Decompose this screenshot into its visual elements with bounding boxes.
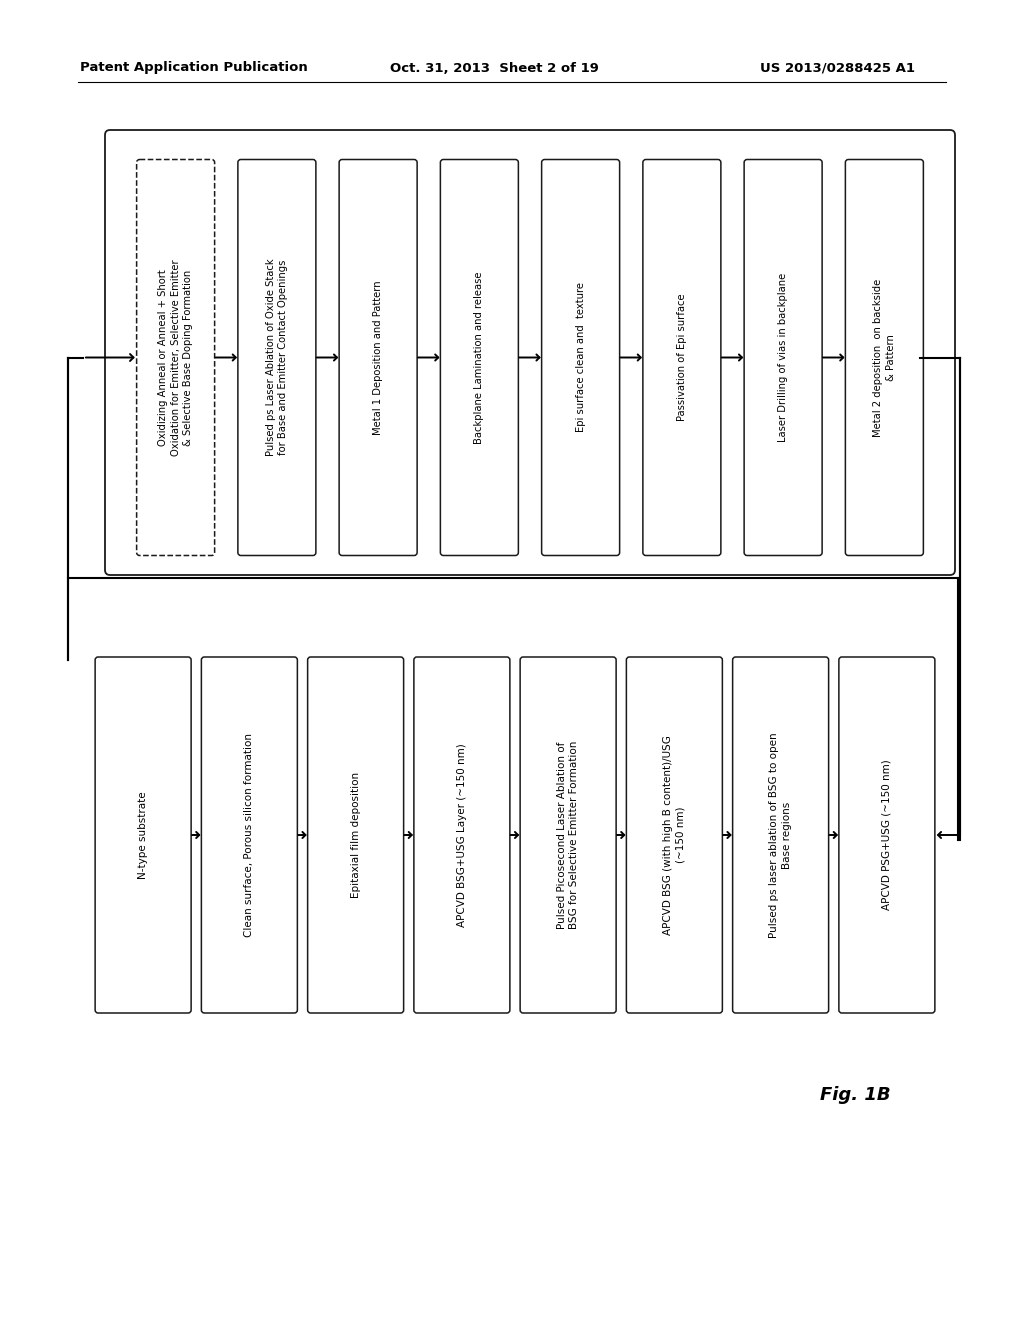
Text: Metal 2 deposition  on backside
& Pattern: Metal 2 deposition on backside & Pattern [873,279,896,437]
Text: Oct. 31, 2013  Sheet 2 of 19: Oct. 31, 2013 Sheet 2 of 19 [390,62,599,74]
FancyBboxPatch shape [839,657,935,1012]
Text: Passivation of Epi surface: Passivation of Epi surface [677,293,687,421]
Text: APCVD BSG (with high B content)/USG
(~150 nm): APCVD BSG (with high B content)/USG (~15… [664,735,686,935]
FancyBboxPatch shape [732,657,828,1012]
FancyBboxPatch shape [202,657,297,1012]
Text: Pulsed Picosecond Laser Ablation of
BSG for Selective Emitter Formation: Pulsed Picosecond Laser Ablation of BSG … [557,741,580,929]
FancyBboxPatch shape [238,160,315,556]
FancyBboxPatch shape [105,129,955,576]
Text: Clean surface, Porous silicon formation: Clean surface, Porous silicon formation [245,733,254,937]
Text: Epitaxial film deposition: Epitaxial film deposition [350,772,360,898]
Text: Patent Application Publication: Patent Application Publication [80,62,308,74]
FancyBboxPatch shape [339,160,417,556]
Text: Pulsed ps Laser Ablation of Oxide Stack
for Base and Emitter Contact Openings: Pulsed ps Laser Ablation of Oxide Stack … [265,259,288,457]
Text: APCVD BSG+USG Layer (~150 nm): APCVD BSG+USG Layer (~150 nm) [457,743,467,927]
FancyBboxPatch shape [627,657,722,1012]
FancyBboxPatch shape [542,160,620,556]
FancyBboxPatch shape [846,160,924,556]
Text: APCVD PSG+USG (~150 nm): APCVD PSG+USG (~150 nm) [882,759,892,911]
Text: Backplane Lamination and release: Backplane Lamination and release [474,271,484,444]
FancyBboxPatch shape [414,657,510,1012]
Text: Metal 1 Deposition and Pattern: Metal 1 Deposition and Pattern [373,280,383,434]
Text: Pulsed ps laser ablation of BSG to open
Base regions: Pulsed ps laser ablation of BSG to open … [769,733,792,937]
FancyBboxPatch shape [520,657,616,1012]
FancyBboxPatch shape [440,160,518,556]
Text: US 2013/0288425 A1: US 2013/0288425 A1 [760,62,915,74]
Text: Laser Drilling of vias in backplane: Laser Drilling of vias in backplane [778,273,788,442]
FancyBboxPatch shape [307,657,403,1012]
FancyBboxPatch shape [643,160,721,556]
Text: N-type substrate: N-type substrate [138,791,148,879]
FancyBboxPatch shape [744,160,822,556]
FancyBboxPatch shape [95,657,191,1012]
Text: Oxidizing Anneal or Anneal + Short
Oxidation for Emitter, Selective Emitter
& Se: Oxidizing Anneal or Anneal + Short Oxida… [159,259,194,455]
FancyBboxPatch shape [136,160,215,556]
Text: Fig. 1B: Fig. 1B [820,1086,891,1104]
Text: Epi surface clean and  texture: Epi surface clean and texture [575,282,586,433]
